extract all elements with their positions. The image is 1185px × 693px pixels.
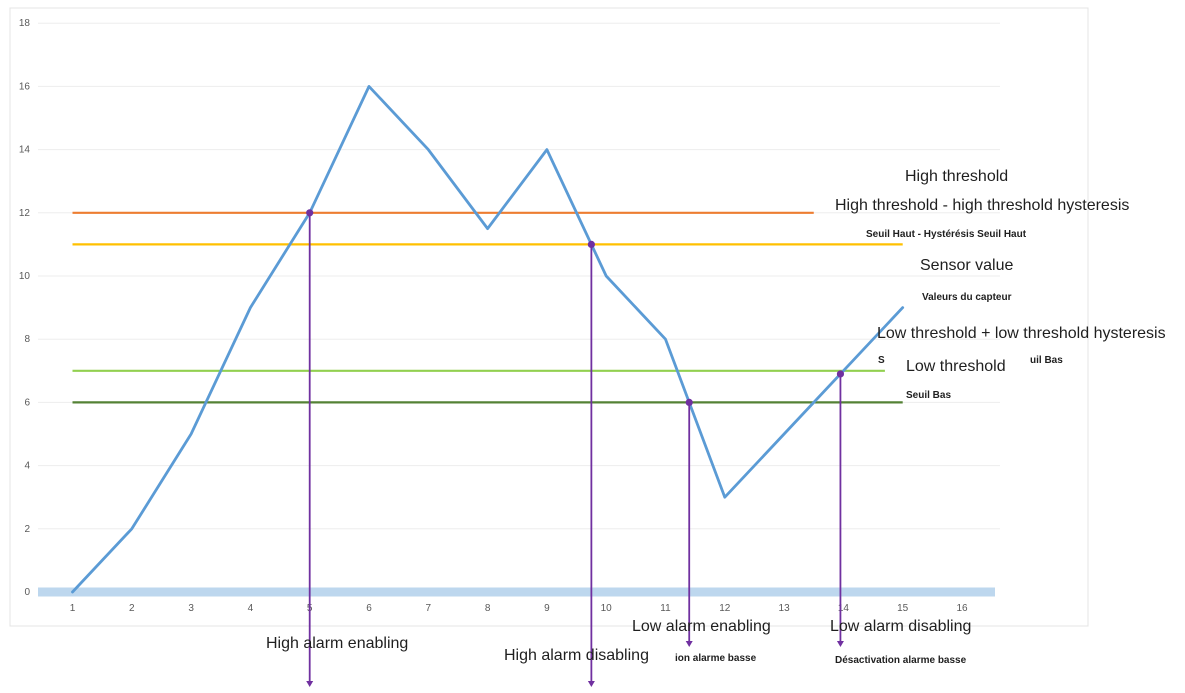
x-tick-label: 13 [779, 603, 791, 614]
event-point [685, 398, 693, 406]
label-low-hysteresis-fr-a: S [878, 355, 885, 366]
y-tick-label: 6 [24, 397, 30, 408]
label-high-alarm-disabling: High alarm disabling [504, 647, 649, 664]
y-tick-label: 16 [19, 81, 31, 92]
event-arrowhead [587, 681, 595, 687]
x-tick-label: 11 [660, 603, 671, 614]
y-axis-ticks: 0 2 4 6 8 10 12 14 16 18 [19, 18, 31, 598]
gridlines [38, 22, 1000, 530]
y-tick-label: 2 [24, 524, 30, 535]
y-tick-label: 10 [19, 271, 31, 282]
x-tick-label: 3 [188, 603, 194, 614]
label-low-alarm-enabling-fr: ion alarme basse [675, 653, 757, 664]
label-low-alarm-disabling: Low alarm disabling [830, 618, 971, 635]
y-tick-label: 0 [24, 587, 30, 598]
sensor-value-line [71, 85, 905, 594]
x-tick-label: 1 [70, 603, 76, 614]
threshold-lines [72, 211, 903, 404]
x-tick-label: 4 [248, 603, 254, 614]
event-point [836, 370, 845, 378]
y-tick-label: 14 [19, 145, 31, 156]
label-low-threshold-fr: Seuil Bas [906, 390, 951, 401]
x-tick-label: 14 [838, 603, 850, 614]
label-low-alarm-enabling: Low alarm enabling [632, 618, 771, 635]
event-point [306, 209, 314, 217]
x-tick-label: 2 [129, 603, 135, 614]
label-low-hysteresis-fr-b: uil Bas [1030, 355, 1063, 366]
label-sensor-value-fr: Valeurs du capteur [922, 292, 1012, 303]
x-tick-label: 16 [956, 603, 968, 614]
label-high-hysteresis: High threshold - high threshold hysteres… [835, 197, 1129, 214]
sensor-series [71, 85, 905, 594]
alarm-events [306, 209, 845, 687]
event-point [587, 240, 595, 248]
x-tick-label: 10 [601, 603, 613, 614]
y-tick-label: 8 [24, 334, 30, 345]
x-tick-label: 12 [719, 603, 731, 614]
x-tick-label: 7 [426, 603, 432, 614]
event-arrowhead [306, 681, 314, 687]
label-high-threshold: High threshold [905, 168, 1008, 185]
label-sensor-value: Sensor value [920, 257, 1013, 274]
x-tick-label: 6 [366, 603, 372, 614]
y-tick-label: 18 [19, 18, 31, 29]
label-high-alarm-enabling: High alarm enabling [266, 635, 408, 652]
event-arrowhead [836, 641, 844, 647]
y-tick-label: 4 [24, 461, 30, 472]
x-tick-label: 9 [544, 603, 550, 614]
x-axis-ticks: 12345678910111213141516 [70, 603, 968, 614]
x-tick-label: 15 [897, 603, 909, 614]
x-tick-label: 8 [485, 603, 491, 614]
label-low-alarm-disabling-fr: Désactivation alarme basse [835, 655, 967, 666]
chart-frame [9, 7, 1089, 627]
label-low-threshold: Low threshold [906, 358, 1006, 375]
y-tick-label: 12 [19, 208, 31, 219]
label-high-hysteresis-fr: Seuil Haut - Hystérésis Seuil Haut [866, 229, 1027, 240]
event-arrowhead [685, 641, 693, 647]
label-low-hysteresis: Low threshold + low threshold hysteresis [877, 325, 1166, 342]
